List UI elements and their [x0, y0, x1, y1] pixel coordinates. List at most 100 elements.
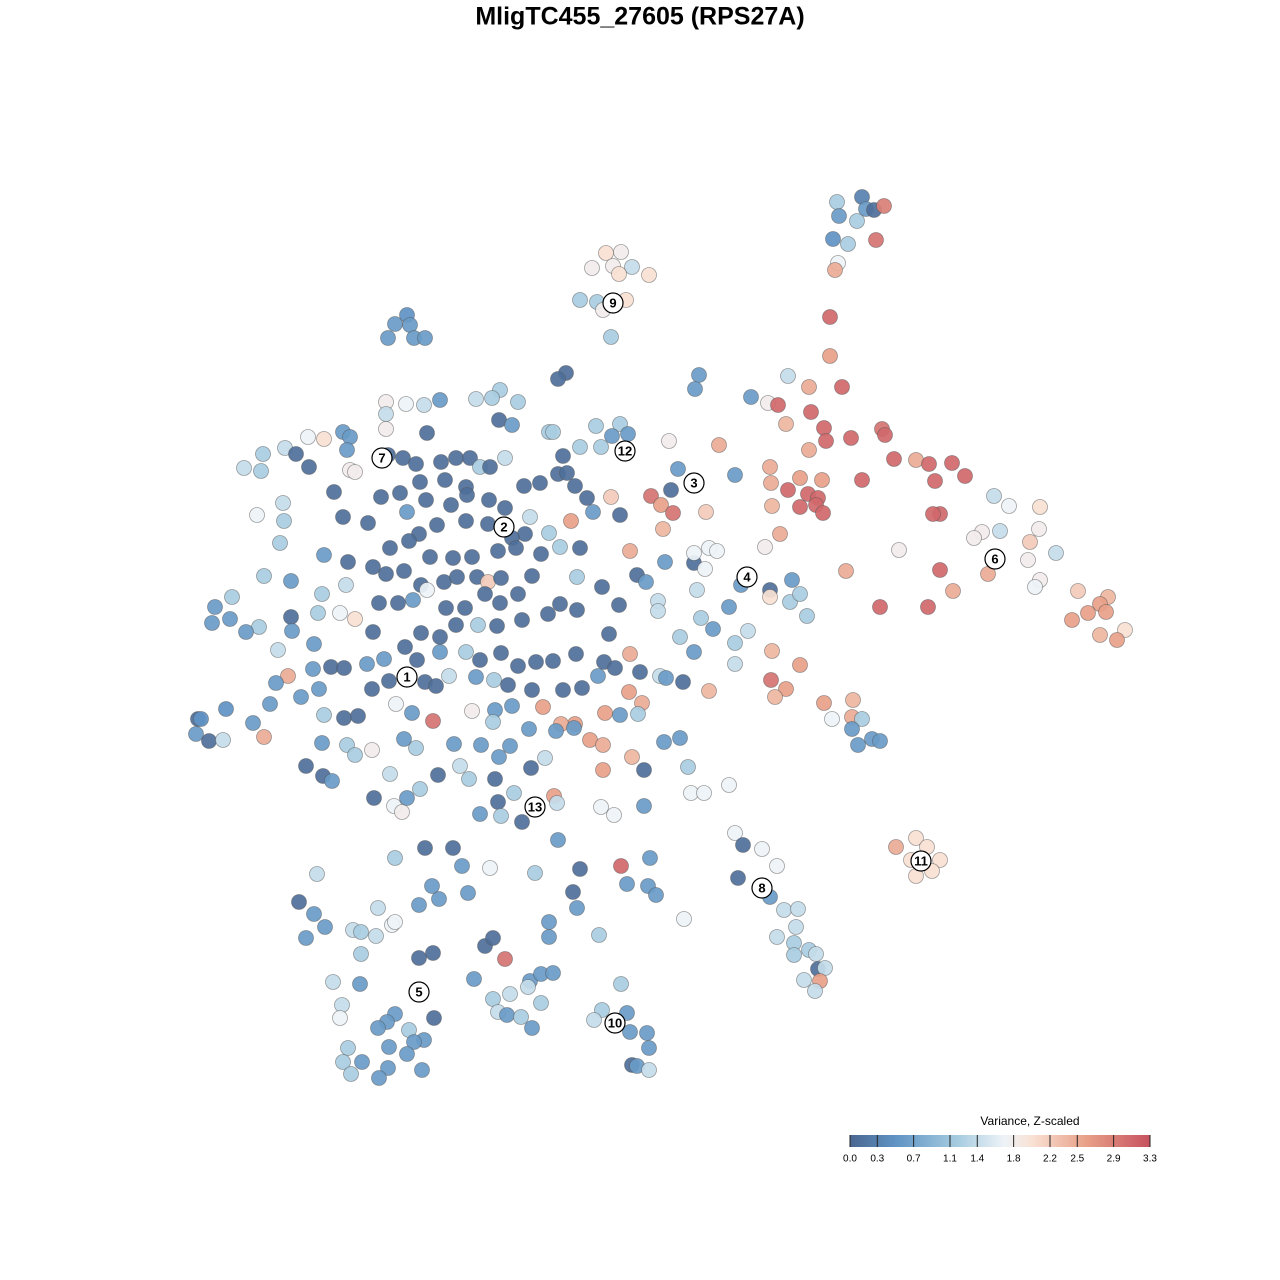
point — [925, 506, 941, 522]
cluster-label-marker — [604, 1012, 626, 1034]
point — [559, 465, 575, 481]
point — [827, 262, 843, 278]
point — [466, 971, 482, 987]
point — [630, 706, 646, 722]
point — [291, 894, 307, 910]
point — [808, 946, 824, 962]
point — [411, 950, 427, 966]
colorbar-tick-label: 0.0 — [843, 1154, 857, 1165]
point — [612, 707, 628, 723]
point — [446, 736, 462, 752]
point — [921, 456, 937, 472]
point — [188, 726, 204, 742]
point — [888, 839, 904, 855]
point — [443, 497, 459, 513]
point — [394, 804, 410, 820]
point — [449, 569, 465, 585]
point — [347, 611, 363, 627]
point — [513, 1009, 529, 1025]
point — [603, 489, 619, 505]
point — [316, 547, 332, 563]
point — [396, 563, 412, 579]
point — [569, 900, 585, 916]
point — [353, 924, 369, 940]
point — [612, 507, 628, 523]
point — [376, 651, 392, 667]
point — [945, 583, 961, 599]
point — [458, 513, 474, 529]
point — [411, 897, 427, 913]
point — [548, 723, 564, 739]
point — [675, 674, 691, 690]
point — [735, 837, 751, 853]
point — [484, 390, 500, 406]
point — [422, 549, 438, 565]
point — [454, 858, 470, 874]
point — [350, 708, 366, 724]
point — [382, 540, 398, 556]
cluster-label: 9 — [609, 295, 616, 310]
point — [769, 858, 785, 874]
point — [305, 661, 321, 677]
point — [470, 617, 486, 633]
point — [818, 433, 834, 449]
point — [316, 431, 332, 447]
point — [396, 731, 412, 747]
point — [572, 861, 588, 877]
point — [347, 464, 363, 480]
point — [784, 572, 800, 588]
point — [378, 421, 394, 437]
point — [1080, 605, 1096, 621]
point — [326, 484, 342, 500]
point — [541, 914, 557, 930]
cluster-label: 5 — [415, 984, 422, 999]
point — [238, 624, 254, 640]
point — [457, 600, 473, 616]
colorbar-tick-label: 2.2 — [1043, 1154, 1057, 1165]
point — [293, 689, 309, 705]
point — [567, 478, 583, 494]
point — [224, 589, 240, 605]
point — [316, 707, 332, 723]
point — [398, 396, 414, 412]
point — [545, 965, 561, 981]
point — [425, 713, 441, 729]
point — [343, 1066, 359, 1082]
point — [792, 470, 808, 486]
point — [550, 832, 566, 848]
point — [672, 730, 688, 746]
point — [255, 446, 271, 462]
point — [353, 946, 369, 962]
point — [778, 416, 794, 432]
point — [262, 696, 278, 712]
point — [552, 539, 568, 555]
point — [786, 947, 802, 963]
point — [441, 668, 457, 684]
point — [222, 611, 238, 627]
point — [468, 391, 484, 407]
point — [387, 316, 403, 332]
point — [555, 448, 571, 464]
point — [569, 569, 585, 585]
point — [886, 451, 902, 467]
point — [743, 389, 759, 405]
point — [524, 568, 540, 584]
point — [482, 860, 498, 876]
point — [404, 705, 420, 721]
point — [480, 516, 496, 532]
point — [497, 450, 513, 466]
point — [932, 852, 948, 868]
point — [762, 589, 778, 605]
point — [524, 1020, 540, 1036]
point — [541, 929, 557, 945]
point — [620, 426, 636, 442]
point — [698, 504, 714, 520]
point — [399, 790, 415, 806]
point — [336, 710, 352, 726]
point — [401, 533, 417, 549]
point — [382, 766, 398, 782]
point — [366, 790, 382, 806]
point — [632, 664, 648, 680]
point — [545, 653, 561, 669]
